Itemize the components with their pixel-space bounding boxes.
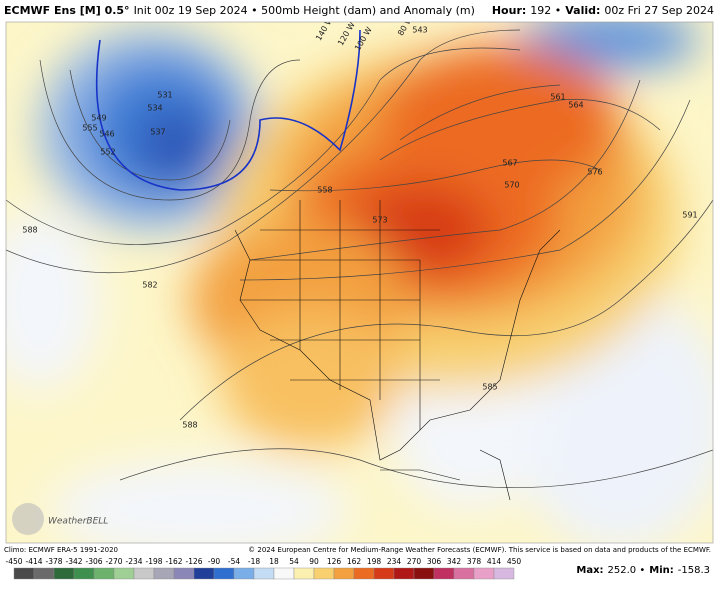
text-part: 192 • xyxy=(530,4,561,17)
contour-label: 582 xyxy=(142,281,157,290)
text-part: Valid: xyxy=(565,4,600,17)
contour-label: 588 xyxy=(182,421,197,430)
contour-label: 558 xyxy=(317,186,332,195)
colorbar-swatch xyxy=(133,567,155,580)
text-part: ECMWF Ens [M] 0.5° xyxy=(4,4,130,17)
colorbar-swatch xyxy=(273,567,295,580)
colorbar-swatch xyxy=(353,567,375,580)
colorbar-swatch xyxy=(173,567,195,580)
climo: Climo: ECMWF ERA-5 1991-2020 xyxy=(4,546,118,554)
contour-label: 543 xyxy=(412,26,427,35)
contour-label: 585 xyxy=(482,383,497,392)
colorbar-swatch xyxy=(313,567,335,580)
contour-label: 573 xyxy=(372,216,387,225)
contour-label: 576 xyxy=(587,168,602,177)
colorbar-label: -378 xyxy=(45,557,62,566)
colorbar-label: -126 xyxy=(185,557,202,566)
colorbar-label: 414 xyxy=(487,557,502,566)
colorbar-swatch xyxy=(153,567,175,580)
colorbar-label: 18 xyxy=(269,557,279,566)
colorbar-label: -270 xyxy=(105,557,122,566)
text-part: Hour: xyxy=(492,4,526,17)
colorbar-swatch xyxy=(53,567,75,580)
colorbar-swatch xyxy=(13,567,35,580)
text-part: -158.3 xyxy=(678,565,710,576)
text-part: Init 00z 19 Sep 2024 • 500mb Height (dam… xyxy=(134,4,475,17)
colorbar-label: -18 xyxy=(248,557,260,566)
colorbar-label: 270 xyxy=(407,557,422,566)
colorbar-label: -306 xyxy=(85,557,102,566)
colorbar-swatch xyxy=(33,567,55,580)
colorbar-swatch xyxy=(393,567,415,580)
colorbar-swatch xyxy=(293,567,315,580)
text-part: 252.0 • xyxy=(608,565,646,576)
contour-label: 564 xyxy=(568,101,583,110)
logo-text: WeatherBELL xyxy=(48,517,108,527)
colorbar-swatch xyxy=(333,567,355,580)
colorbar-label: -450 xyxy=(5,557,22,566)
colorbar-swatch xyxy=(213,567,235,580)
colorbar-label: -342 xyxy=(65,557,82,566)
text-part: Min: xyxy=(649,565,674,576)
contour-label: 555 xyxy=(82,124,97,133)
colorbar-label: -234 xyxy=(125,557,142,566)
colorbar-swatch xyxy=(233,567,255,580)
contour-label: 588 xyxy=(22,226,37,235)
contour-label: 549 xyxy=(91,114,106,123)
copyright: © 2024 European Centre for Medium-Range … xyxy=(248,546,711,554)
colorbar-swatch xyxy=(453,567,475,580)
header-right: Hour: 192 • Valid: 00z Fri 27 Sep 2024 xyxy=(492,4,714,17)
contour-label: 591 xyxy=(682,211,697,220)
colorbar-label: -162 xyxy=(165,557,182,566)
contour-label: 552 xyxy=(100,148,115,157)
logo: WeatherBELL xyxy=(12,503,108,535)
colorbar-label: 90 xyxy=(309,557,319,566)
colorbar-swatch xyxy=(73,567,95,580)
colorbar-label: 306 xyxy=(427,557,442,566)
colorbar-label: -90 xyxy=(208,557,220,566)
colorbar-label: -54 xyxy=(228,557,240,566)
colorbar-label: 378 xyxy=(467,557,482,566)
contour-label: 537 xyxy=(150,128,165,137)
contour-label: 546 xyxy=(99,130,114,139)
text-part: Max: xyxy=(576,565,603,576)
stats: Max: 252.0 • Min: -158.3 xyxy=(576,565,710,576)
colorbar-label: 162 xyxy=(347,557,362,566)
colorbar-swatch xyxy=(193,567,215,580)
map-frame xyxy=(5,21,714,544)
colorbar-label: 126 xyxy=(327,557,342,566)
colorbar-label: 450 xyxy=(507,557,522,566)
contour-label: 534 xyxy=(147,104,162,113)
contour-label: 561 xyxy=(550,93,565,102)
colorbar-label: -198 xyxy=(145,557,162,566)
colorbar-swatch xyxy=(493,567,515,580)
colorbar-swatch xyxy=(473,567,495,580)
colorbar-swatch xyxy=(253,567,275,580)
colorbar-swatch xyxy=(113,567,135,580)
colorbar-swatch xyxy=(413,567,435,580)
colorbar-label: 234 xyxy=(387,557,402,566)
colorbar-swatch xyxy=(373,567,395,580)
colorbar-label: 54 xyxy=(289,557,299,566)
contour-label: 567 xyxy=(502,159,517,168)
colorbar-label: -414 xyxy=(25,557,42,566)
colorbar-swatch xyxy=(93,567,115,580)
colorbar-label: 198 xyxy=(367,557,382,566)
text-part: 00z Fri 27 Sep 2024 xyxy=(604,4,714,17)
contour-label: 570 xyxy=(504,181,519,190)
header-left: ECMWF Ens [M] 0.5° Init 00z 19 Sep 2024 •… xyxy=(4,4,475,17)
header: ECMWF Ens [M] 0.5° Init 00z 19 Sep 2024 •… xyxy=(4,4,714,17)
contour-label: 531 xyxy=(157,91,172,100)
colorbar-swatch xyxy=(433,567,455,580)
colorbar: -450 -414 -378 -342 -306 -270 -234 -198 -162 -126… xyxy=(5,557,522,580)
colorbar-label: 342 xyxy=(447,557,462,566)
